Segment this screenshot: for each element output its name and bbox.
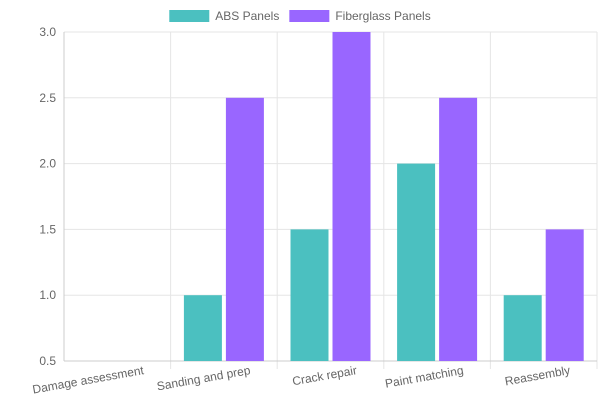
- y-tick-label: 1.5: [39, 222, 56, 236]
- legend-item-fiberglass-panels[interactable]: Fiberglass Panels: [289, 9, 431, 23]
- bar-fiberglass-panels[interactable]: [332, 32, 371, 361]
- y-tick-label: 2.0: [39, 157, 56, 171]
- legend-label: Fiberglass Panels: [335, 9, 430, 23]
- bar-fiberglass-panels[interactable]: [545, 229, 584, 361]
- grid-layer: [64, 31, 598, 369]
- x-tick-label: Crack repair: [291, 363, 358, 388]
- y-tick-label: 2.5: [39, 91, 56, 105]
- x-tick-label: Sanding and prep: [156, 363, 252, 393]
- bar-abs-panels[interactable]: [290, 229, 329, 361]
- y-tick-label: 0.5: [39, 354, 56, 368]
- bar-abs-panels[interactable]: [397, 163, 436, 361]
- x-tick-label: Damage assessment: [31, 363, 145, 396]
- legend-swatch: [169, 10, 210, 22]
- y-tick-label: 1.0: [39, 288, 56, 302]
- y-tick-label: 3.0: [39, 25, 56, 39]
- legend[interactable]: ABS Panels Fiberglass Panels: [169, 9, 431, 23]
- bar-abs-panels[interactable]: [503, 295, 542, 361]
- legend-swatch: [289, 10, 330, 22]
- bar-abs-panels[interactable]: [183, 295, 222, 361]
- x-tick-label: Paint matching: [384, 363, 465, 391]
- bar-fiberglass-panels[interactable]: [225, 97, 264, 362]
- legend-label: ABS Panels: [215, 9, 279, 23]
- legend-item-abs-panels[interactable]: ABS Panels: [169, 9, 279, 23]
- bars-layer: [183, 32, 584, 362]
- bar-fiberglass-panels[interactable]: [439, 97, 478, 362]
- x-tick-label: Reassembly: [504, 363, 571, 388]
